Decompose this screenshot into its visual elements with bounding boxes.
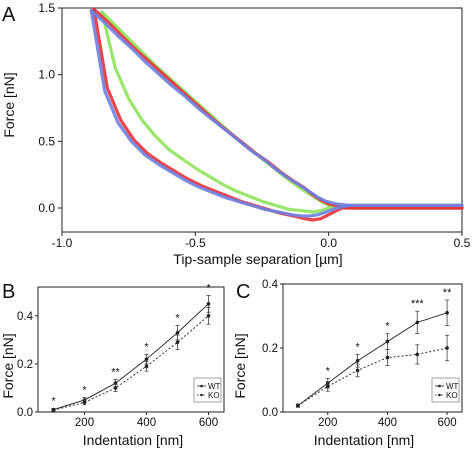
panel-b-data-point [206, 314, 211, 318]
panel-c-series-line [297, 347, 448, 407]
panel-c-y-tick-label: 0.2 [262, 343, 278, 355]
panel-b-significance-mark: * [51, 395, 56, 407]
panel-a-y-axis-label: Force [nN] [1, 72, 17, 137]
panel-b-frame [37, 286, 225, 413]
panel-a-y-tick-label: 0.0 [38, 201, 55, 215]
panel-b-legend-entry: WT [208, 382, 221, 391]
panel-c-data-point [445, 311, 449, 315]
panel-b-significance-mark: ** [111, 367, 120, 379]
panel-c-y-tick-label: 0.0 [262, 407, 278, 419]
panel-b-data-point [175, 330, 180, 335]
panel-b-data-point [113, 386, 118, 390]
panel-b-data-point [175, 340, 180, 345]
panel-c-x-tick-label: 400 [378, 417, 397, 429]
panel-b-legend-box [193, 377, 222, 403]
panel-c-significance-mark: * [355, 341, 360, 353]
panel-a-curve-retract [100, 10, 464, 214]
panel-b-y-axis-label: Force [nN] [0, 333, 16, 398]
panel-b-significance-mark: * [206, 282, 211, 294]
panel-c-x-tick-label: 600 [437, 417, 456, 429]
panel-c-significance-mark: ** [443, 287, 452, 299]
panel-c-significance-mark: * [326, 365, 331, 377]
panel-b-series-line [53, 315, 209, 411]
panel-a-frame [61, 7, 463, 233]
panel-a-curve-approach [100, 10, 464, 210]
panel-c-x-axis-label: Indentation [nm] [314, 432, 414, 448]
panel-a-curve-retract [92, 7, 464, 222]
panel-c-y-axis-label: Force [nN] [232, 333, 248, 398]
panel-c-legend-entry: KO [446, 391, 458, 400]
panel-a: A -1.0 -0.5 0.0 0.5 0.0 0.5 1.0 1.5 Tip-sample … [1, 1, 471, 267]
panel-c-data-point [445, 346, 449, 350]
panel-b-data-point [51, 408, 56, 412]
panel-b-y-tick-label: 0.4 [17, 311, 34, 323]
panel-b-data-point [206, 302, 211, 306]
panel-c-data-point [355, 359, 360, 363]
panel-c-data-point [415, 320, 420, 325]
panel-a-x-tick-label: -0.5 [185, 236, 206, 250]
panel-a-label: A [2, 4, 16, 26]
panel-a-y-tick-label: 1.0 [38, 68, 55, 82]
panel-c-legend-marker [438, 393, 441, 397]
panel-a-x-tick-label: 0.5 [454, 236, 471, 250]
panel-b-x-tick-label: 600 [199, 417, 218, 429]
panel-b-data-point [144, 357, 149, 361]
panel-c-legend-marker [438, 384, 441, 388]
panel-b-significance-mark: * [144, 341, 149, 353]
panel-c-data-point [415, 352, 420, 357]
panel-b-data-point [144, 364, 149, 369]
panel-b-y-tick-label: 0.2 [17, 359, 33, 371]
panel-c-significance-mark: *** [411, 298, 425, 310]
panel-c-data-point [355, 368, 360, 373]
panel-a-y-tick-label: 0.5 [38, 134, 55, 148]
panel-b-x-tick-label: 200 [75, 417, 94, 429]
panel-c-legend-entry: WT [446, 382, 459, 391]
panel-c-label: C [236, 281, 250, 303]
panel-a-x-tick-label: 0.0 [320, 236, 337, 250]
panel-b-data-point [82, 400, 87, 405]
panel-a-curve-retract [89, 9, 464, 218]
panel-b-legend-entry: KO [208, 391, 220, 400]
panel-b-legend-marker [200, 393, 203, 397]
panel-c-legend-box [431, 377, 460, 403]
panel-c-significance-mark: * [385, 321, 390, 333]
panel-c-data-point [385, 355, 390, 360]
panel-b-label: B [2, 281, 15, 303]
panel-a-plot-area: -1.0 -0.5 0.0 0.5 0.0 0.5 1.0 1.5 [38, 1, 470, 250]
panel-b-significance-mark: * [82, 385, 87, 397]
panel-c-series-line [297, 312, 448, 407]
panel-c-y-tick-label: 0.4 [262, 279, 279, 291]
panel-c-x-tick-label: 200 [318, 417, 337, 429]
panel-a-curve-approach [92, 7, 464, 210]
panel-b-legend-marker [200, 384, 203, 388]
panel-a-y-tick-label: 1.5 [38, 1, 55, 15]
panel-c-data-point [385, 339, 390, 344]
panel-b-significance-mark: * [175, 312, 180, 324]
panel-b-series-line [53, 303, 209, 411]
panel-c-data-point [296, 403, 300, 408]
panel-c-data-point [325, 384, 330, 389]
panel-b-x-tick-label: 400 [137, 417, 156, 429]
panel-b-y-tick-label: 0.0 [17, 407, 33, 419]
panel-a-curve-approach [89, 9, 464, 207]
panel-a-x-tick-label: -1.0 [52, 236, 73, 250]
panel-b-x-axis-label: Indentation [nm] [83, 432, 183, 448]
panel-a-x-axis-label: Tip-sample separation [µm] [173, 251, 342, 267]
